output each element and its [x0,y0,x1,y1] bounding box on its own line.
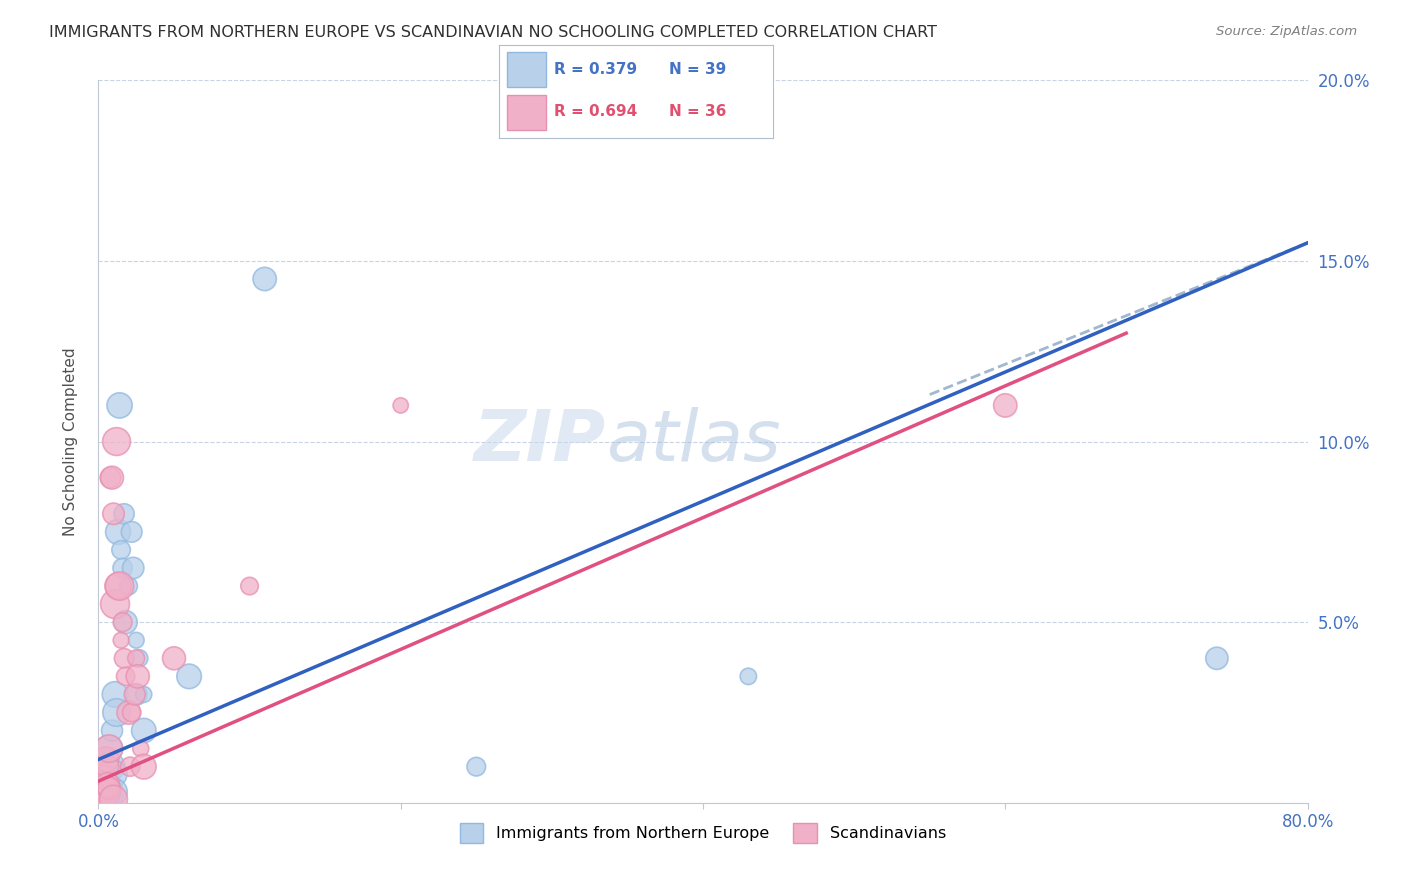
Text: N = 39: N = 39 [669,62,727,77]
Point [114,615,136,630]
Point [107,524,129,539]
Point [89,785,111,799]
Point [253,272,276,286]
Point [103,785,125,799]
Point [128,651,150,665]
Text: R = 0.379: R = 0.379 [554,62,637,77]
Point [94,752,117,766]
Point [132,760,155,774]
Point [96,752,118,766]
Point [103,767,125,781]
Point [125,687,148,701]
Point [91,767,114,781]
Point [163,651,186,665]
Point [105,434,128,449]
Point [101,471,124,485]
Point [465,760,488,774]
FancyBboxPatch shape [508,95,546,130]
Point [129,741,152,756]
Point [98,741,121,756]
Point [179,669,201,683]
Point [93,760,115,774]
FancyBboxPatch shape [508,52,546,87]
Point [104,597,127,611]
Point [111,615,134,630]
Point [101,723,124,738]
Point [110,633,132,648]
Point [96,760,118,774]
Point [100,760,122,774]
Y-axis label: No Schooling Completed: No Schooling Completed [63,347,77,536]
Text: N = 36: N = 36 [669,104,727,119]
Point [118,579,141,593]
Point [112,507,135,521]
Point [90,778,112,792]
Point [98,781,121,796]
Point [118,706,141,720]
Point [120,760,142,774]
Point [239,579,262,593]
Text: Source: ZipAtlas.com: Source: ZipAtlas.com [1216,25,1357,38]
Point [105,706,128,720]
Point [91,781,114,796]
Point [96,774,118,789]
Point [108,398,131,412]
Point [100,789,122,803]
Point [737,669,759,683]
Point [125,633,148,648]
Point [90,792,112,806]
Point [125,651,148,665]
Point [90,781,112,796]
Point [114,669,136,683]
Point [94,767,117,781]
Point [112,651,135,665]
Point [98,781,121,796]
Point [93,771,115,785]
Point [96,778,118,792]
Point [121,524,143,539]
Point [94,785,117,799]
Point [132,723,155,738]
Point [91,774,114,789]
Text: ZIP: ZIP [474,407,606,476]
Point [91,785,114,799]
Point [100,471,122,485]
Point [104,687,127,701]
Point [94,785,117,799]
Point [103,507,125,521]
Point [103,792,125,806]
Point [93,778,115,792]
Point [107,579,129,593]
Point [132,687,155,701]
Point [389,398,412,412]
Point [121,706,143,720]
Point [111,561,134,575]
Point [108,579,131,593]
Text: atlas: atlas [606,407,780,476]
Point [98,741,121,756]
Legend: Immigrants from Northern Europe, Scandinavians: Immigrants from Northern Europe, Scandin… [453,817,953,849]
Point [124,687,146,701]
Point [1206,651,1229,665]
Point [110,542,132,557]
Text: IMMIGRANTS FROM NORTHERN EUROPE VS SCANDINAVIAN NO SCHOOLING COMPLETED CORRELATI: IMMIGRANTS FROM NORTHERN EUROPE VS SCAND… [49,25,938,40]
Point [127,669,149,683]
Point [994,398,1017,412]
Point [89,789,111,803]
Point [122,561,145,575]
Point [90,789,112,803]
Text: R = 0.694: R = 0.694 [554,104,637,119]
